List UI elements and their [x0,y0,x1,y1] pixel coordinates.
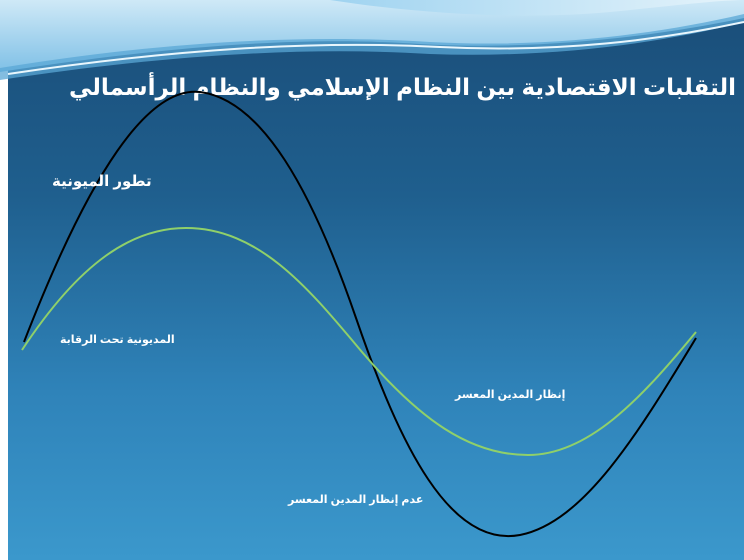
green-curve [21,226,697,457]
wave-layer-light [0,0,744,72]
wave-line [7,21,744,75]
black-curve [23,90,697,538]
label-controlled-debt: المديونية تحت الرقابة [60,334,175,346]
wave-layer-top [330,0,744,16]
label-no-grace-to-insolvent: عدم إنظار المدين المعسر [288,494,424,506]
wave-banner [0,0,744,80]
label-debt-evolution: تطور الميونية [52,173,152,190]
slide-title: التقلبات الاقتصادية بين النظام الإسلامي … [69,74,736,100]
left-strip [0,0,8,560]
label-grace-to-insolvent: إنظار المدين المعسر [455,389,566,401]
wave-layer-mid [0,14,744,80]
